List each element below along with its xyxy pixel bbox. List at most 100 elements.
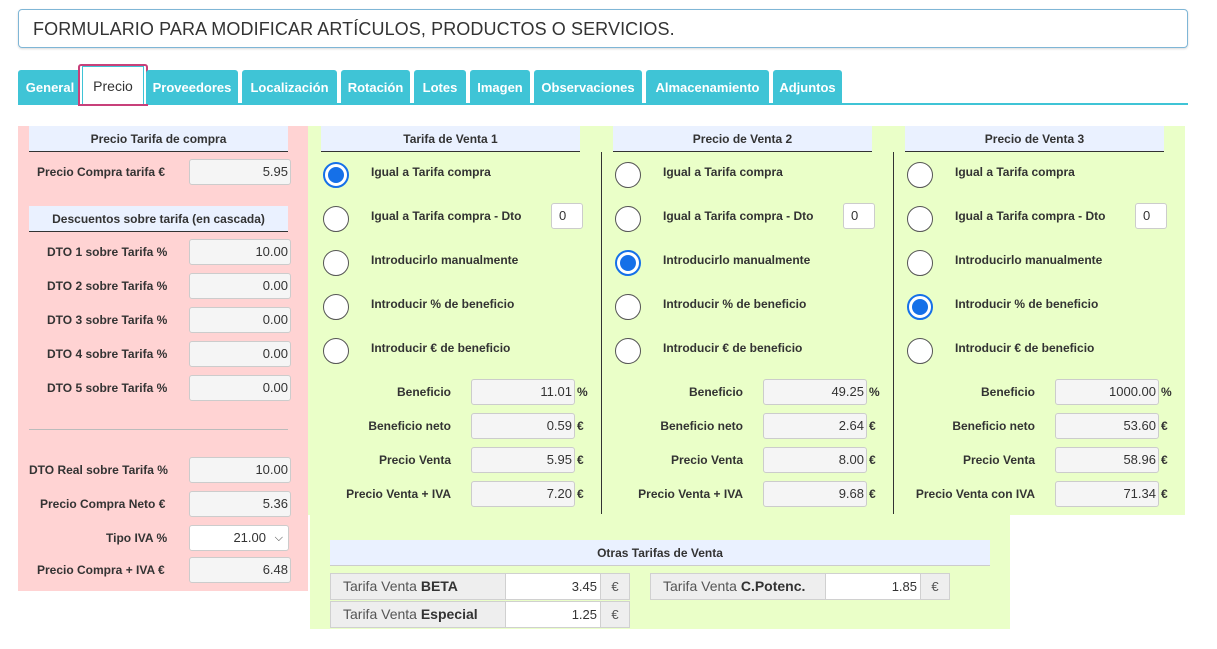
venta1-beneficio-label: Beneficio (396, 385, 451, 399)
tarifa-especial-label: Tarifa Venta Especial (330, 601, 506, 628)
dto4-input[interactable]: 0.00 (189, 341, 291, 367)
venta2-option-label: Igual a Tarifa compra - Dto (663, 209, 814, 223)
euro-unit: € (577, 487, 584, 501)
tab-lotes[interactable]: Lotes (414, 70, 466, 104)
venta3-option-label: Introducirlo manualmente (955, 253, 1103, 267)
precio-compra-label: Precio Compra tarifa € (37, 165, 166, 179)
venta3-title: Precio de Venta 3 (905, 126, 1164, 152)
venta2-radio-manual[interactable] (615, 250, 641, 276)
tarifa-beta-label: Tarifa Venta BETA (330, 573, 506, 600)
compra-iva-label: Precio Compra + IVA € (37, 563, 165, 577)
tab-observaciones[interactable]: Observaciones (534, 70, 642, 104)
venta1-radio-igual[interactable] (323, 162, 349, 188)
form-header: FORMULARIO PARA MODIFICAR ARTÍCULOS, PRO… (18, 9, 1188, 48)
venta3-dto-input[interactable]: 0 (1135, 203, 1167, 229)
tab-almacenamiento[interactable]: Almacenamiento (646, 70, 769, 104)
venta1-beneficio-input[interactable]: 11.01 (471, 379, 575, 405)
venta3-radio-eur[interactable] (907, 338, 933, 364)
venta3-option-label: Introducir % de beneficio (955, 297, 1099, 311)
venta1-radio-eur[interactable] (323, 338, 349, 364)
venta2-option-label: Igual a Tarifa compra (663, 165, 783, 179)
dto5-label: DTO 5 sobre Tarifa % (47, 381, 168, 395)
tipo-iva-select[interactable]: 21.00 ⌵ (189, 525, 289, 551)
venta3-radio-manual[interactable] (907, 250, 933, 276)
euro-unit: € (577, 453, 584, 467)
venta3-beneficio-input[interactable]: 1000.00 (1055, 379, 1159, 405)
venta2-neto-input[interactable]: 2.64 (763, 413, 867, 439)
venta1-precio-input[interactable]: 5.95 (471, 447, 575, 473)
euro-addon: € (600, 601, 630, 628)
descuentos-title: Descuentos sobre tarifa (en cascada) (29, 206, 288, 232)
venta1-radio-pct[interactable] (323, 294, 349, 320)
tarifa-beta-input[interactable]: 3.45 (505, 573, 601, 600)
euro-unit: € (869, 419, 876, 433)
venta3-iva-input[interactable]: 71.34 (1055, 481, 1159, 507)
tarifa-especial-input[interactable]: 1.25 (505, 601, 601, 628)
venta1-dto-input[interactable]: 0 (551, 203, 583, 229)
venta3-neto-label: Beneficio neto (952, 419, 1035, 433)
venta3-precio-input[interactable]: 58.96 (1055, 447, 1159, 473)
venta2-radio-igual[interactable] (615, 162, 641, 188)
tabs-underline (18, 103, 1188, 105)
dto1-input[interactable]: 10.00 (189, 239, 291, 265)
venta2-precio-input[interactable]: 8.00 (763, 447, 867, 473)
venta1-radio-manual[interactable] (323, 250, 349, 276)
page-title: FORMULARIO PARA MODIFICAR ARTÍCULOS, PRO… (33, 19, 675, 39)
venta3-radio-igual[interactable] (907, 162, 933, 188)
venta2-option-label: Introducirlo manualmente (663, 253, 811, 267)
venta3-beneficio-label: Beneficio (980, 385, 1035, 399)
otras-tarifas-title: Otras Tarifas de Venta (330, 540, 990, 566)
percent-unit: % (869, 385, 880, 399)
venta2-radio-dto[interactable] (615, 206, 641, 232)
dto-real-input: 10.00 (189, 457, 291, 483)
euro-unit: € (869, 453, 876, 467)
dto3-label: DTO 3 sobre Tarifa % (47, 313, 168, 327)
tab-imagen[interactable]: Imagen (470, 70, 530, 104)
venta1-title: Tarifa de Venta 1 (321, 126, 580, 152)
percent-unit: % (1161, 385, 1172, 399)
euro-unit: € (1161, 487, 1168, 501)
venta2-beneficio-input[interactable]: 49.25 (763, 379, 867, 405)
tab-rotacion[interactable]: Rotación (341, 70, 410, 104)
venta1-iva-input[interactable]: 7.20 (471, 481, 575, 507)
euro-unit: € (1161, 419, 1168, 433)
tab-general[interactable]: General (18, 70, 82, 104)
venta1-neto-input[interactable]: 0.59 (471, 413, 575, 439)
dto1-label: DTO 1 sobre Tarifa % (47, 245, 168, 259)
venta2-iva-input[interactable]: 9.68 (763, 481, 867, 507)
tipo-iva-label: Tipo IVA % (106, 531, 168, 545)
venta3-neto-input[interactable]: 53.60 (1055, 413, 1159, 439)
venta1-neto-label: Beneficio neto (368, 419, 451, 433)
compra-divider (29, 429, 288, 430)
venta3-option-label: Igual a Tarifa compra - Dto (955, 209, 1106, 223)
compra-title: Precio Tarifa de compra (29, 126, 288, 152)
tab-localizacion[interactable]: Localización (242, 70, 337, 104)
venta3-radio-dto[interactable] (907, 206, 933, 232)
dto2-input[interactable]: 0.00 (189, 273, 291, 299)
venta2-dto-input[interactable]: 0 (843, 203, 875, 229)
euro-unit: € (1161, 453, 1168, 467)
venta3-option-label: Igual a Tarifa compra (955, 165, 1075, 179)
ventas-panel (308, 126, 1185, 515)
dto4-label: DTO 4 sobre Tarifa % (47, 347, 168, 361)
venta1-option-label: Igual a Tarifa compra (371, 165, 491, 179)
venta3-precio-label: Precio Venta (962, 453, 1035, 467)
precio-compra-input[interactable]: 5.95 (189, 159, 291, 185)
venta2-radio-eur[interactable] (615, 338, 641, 364)
dto5-input[interactable]: 0.00 (189, 375, 291, 401)
tarifa-cpotenc-input[interactable]: 1.85 (825, 573, 921, 600)
venta3-radio-pct[interactable] (907, 294, 933, 320)
venta1-iva-label: Precio Venta + IVA (346, 487, 451, 501)
tab-adjuntos[interactable]: Adjuntos (773, 70, 842, 104)
venta2-title: Precio de Venta 2 (613, 126, 872, 152)
tab-precio[interactable]: Precio (78, 64, 148, 106)
venta2-radio-pct[interactable] (615, 294, 641, 320)
venta2-iva-label: Precio Venta + IVA (638, 487, 743, 501)
percent-unit: % (577, 385, 588, 399)
venta1-option-label: Introducirlo manualmente (371, 253, 519, 267)
venta1-radio-dto[interactable] (323, 206, 349, 232)
dto3-input[interactable]: 0.00 (189, 307, 291, 333)
compra-neto-input: 5.36 (189, 491, 291, 517)
tab-proveedores[interactable]: Proveedores (146, 70, 238, 104)
compra-iva-input: 6.48 (189, 557, 291, 583)
